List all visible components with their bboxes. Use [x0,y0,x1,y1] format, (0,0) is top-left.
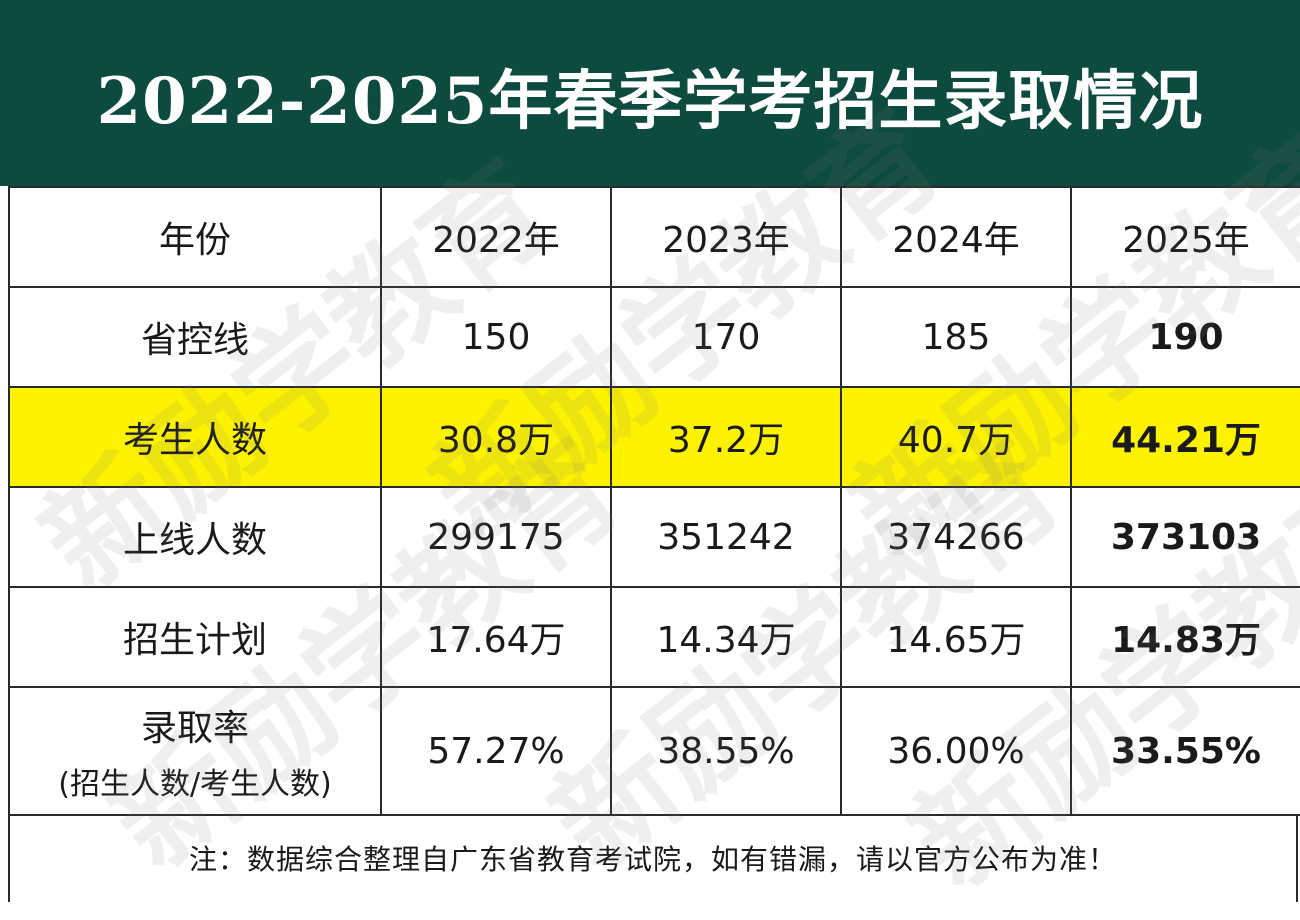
table-cell: 14.65万 [840,586,1072,688]
table-cell: 170 [610,286,842,388]
table-cell: 33.55% [1070,686,1300,816]
table-row-control-line: 省控线 150 170 185 190 [8,286,1300,388]
col-header: 2025年 [1070,186,1300,288]
col-header: 2022年 [380,186,612,288]
row-label: 考生人数 [8,386,382,488]
table-cell: 299175 [380,486,612,588]
page-title: 2022-2025年春季学考招生录取情况 [96,64,1204,139]
table-cell: 14.34万 [610,586,842,688]
col-header: 2023年 [610,186,842,288]
col-header: 2024年 [840,186,1072,288]
title-bar: 2022-2025年春季学考招生录取情况 [0,0,1300,186]
row-label: 上线人数 [8,486,382,588]
table-cell: 40.7万 [840,386,1072,488]
table-cell: 38.55% [610,686,842,816]
table-cell: 14.83万 [1070,586,1300,688]
rate-label: 录取率 [140,708,249,749]
row-label-year: 年份 [8,186,382,288]
table-cell: 17.64万 [380,586,612,688]
table-cell: 373103 [1070,486,1300,588]
table-cell: 374266 [840,486,1072,588]
table-cell: 57.27% [380,686,612,816]
table-cell: 44.21万 [1070,386,1300,488]
table-cell: 190 [1070,286,1300,388]
table-cell: 30.8万 [380,386,612,488]
table-cell: 36.00% [840,686,1072,816]
table-row-rate: 录取率 (招生人数/考生人数) 57.27% 38.55% 36.00% 33.… [8,686,1300,816]
table-cell: 150 [380,286,612,388]
left-margin [0,186,8,902]
row-label-rate: 录取率 (招生人数/考生人数) [8,686,382,816]
table-row-candidates: 考生人数 30.8万 37.2万 40.7万 44.21万 [8,386,1300,488]
row-label: 招生计划 [8,586,382,688]
table-row-year: 年份 2022年 2023年 2024年 2025年 [8,186,1300,288]
table-cell: 351242 [610,486,842,588]
table-cell: 37.2万 [610,386,842,488]
table-row-plan: 招生计划 17.64万 14.34万 14.65万 14.83万 [8,586,1300,688]
footnote: 注：数据综合整理自广东省教育考试院，如有错漏，请以官方公布为准！ [8,814,1298,902]
table-cell: 185 [840,286,1072,388]
rate-sublabel: (招生人数/考生人数) [58,767,332,802]
row-label: 省控线 [8,286,382,388]
admission-table: 年份 2022年 2023年 2024年 2025年 省控线 150 170 1… [8,186,1300,816]
table-row-qualified: 上线人数 299175 351242 374266 373103 [8,486,1300,588]
